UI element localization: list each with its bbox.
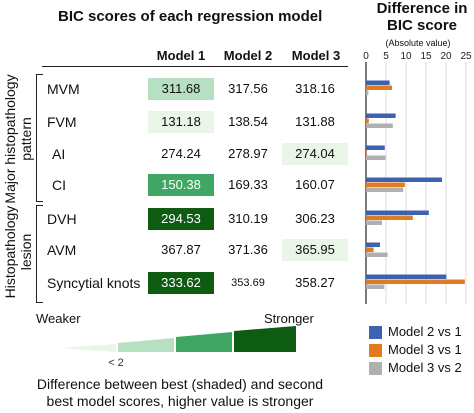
scale-bin-label-6to10: 6 ~ 10 <box>195 357 226 369</box>
bar-ci-series-1 <box>366 182 405 187</box>
group-label-lesion-line2: lesion <box>18 233 34 271</box>
group-bracket-lesion <box>36 205 43 303</box>
row-label: AVM <box>47 242 77 258</box>
scale-bin-6to10 <box>176 332 232 352</box>
group-label-lesion: Histopathology lesion <box>2 204 34 300</box>
x-tick-label: 15 <box>420 51 432 62</box>
strength-scale: < 2 2 ~ 6 6 ~ 10 > 10 <box>60 326 296 369</box>
best-score-cell: 274.04 <box>282 143 348 165</box>
x-tick-label: 10 <box>400 51 412 62</box>
score-cell: 169.33 <box>228 177 268 192</box>
group-label-lesion-line1: Histopathology <box>2 205 18 299</box>
score-cell: 353.69 <box>231 277 265 289</box>
scale-bin-2to6 <box>118 338 174 352</box>
group-bracket-pattern <box>36 74 43 202</box>
bic-difference-chart: 0 5 10 15 20 25 <box>363 51 472 304</box>
group-label-pattern-line1: Major histopathology <box>2 74 18 204</box>
row-label: FVM <box>47 114 77 130</box>
score-cell: 138.54 <box>228 114 268 129</box>
score-cell: 358.27 <box>295 275 335 290</box>
scale-caption-line2: best model scores, higher value is stron… <box>46 393 314 409</box>
score-cell: 274.24 <box>161 146 201 161</box>
best-score-cell: 294.53 <box>148 208 214 230</box>
chart-x-axis-label: (Absolute value) <box>385 38 451 48</box>
bar-ci-series-0 <box>366 177 442 182</box>
scale-bin-label-gt10: > 10 <box>256 357 278 369</box>
score-cell: 306.23 <box>295 211 335 226</box>
score-cell: 278.97 <box>228 146 268 161</box>
legend-swatch <box>369 326 382 339</box>
bar-avm-series-2 <box>366 252 388 257</box>
scale-bin-gt10 <box>234 326 296 352</box>
scale-bin-label-2to6: 2 ~ 6 <box>142 357 167 369</box>
col-header-model2: Model 2 <box>223 48 273 63</box>
row-label: AI <box>52 146 66 162</box>
score-cell: 317.56 <box>228 81 268 96</box>
col-header-model3: Model 3 <box>291 48 341 63</box>
score-cell: 371.36 <box>228 242 268 257</box>
score-cell: 318.16 <box>295 81 335 96</box>
scale-stronger-label: Stronger <box>264 311 314 326</box>
scale-caption: Difference between best (shaded) and sec… <box>10 376 350 410</box>
bar-mvm-series-2 <box>366 90 369 95</box>
legend-label: Model 3 vs 2 <box>388 360 462 375</box>
bar-ai-series-2 <box>366 155 386 160</box>
bar-fvm-series-2 <box>366 123 393 128</box>
bar-ai-series-1 <box>366 150 367 155</box>
bar-syncytial-knots-series-0 <box>366 274 447 279</box>
score-cell: 367.87 <box>161 242 201 257</box>
legend-swatch <box>369 362 382 375</box>
x-tick-label: 5 <box>383 51 389 62</box>
col-header-model1: Model 1 <box>156 48 206 63</box>
best-score-cell: 365.95 <box>282 239 348 261</box>
scale-caption-line1: Difference between best (shaded) and sec… <box>36 376 324 392</box>
x-tick-label: 20 <box>440 51 452 62</box>
row-label: Syncytial knots <box>47 275 141 291</box>
table-title: BIC scores of each regression model <box>58 8 323 25</box>
best-score-cell: 311.68 <box>148 78 214 100</box>
row-label: MVM <box>47 81 80 97</box>
bar-dvh-series-1 <box>366 215 413 220</box>
scale-bin-lt2 <box>60 344 116 352</box>
best-score-cell: 131.18 <box>148 111 214 133</box>
bar-fvm-series-0 <box>366 113 396 118</box>
bar-avm-series-1 <box>366 247 374 252</box>
bar-syncytial-knots-series-1 <box>366 279 465 284</box>
score-cell: 310.19 <box>228 211 268 226</box>
bar-mvm-series-0 <box>366 80 390 85</box>
best-score-cell: 333.62 <box>148 272 214 294</box>
legend-swatch <box>369 344 382 357</box>
bar-ci-series-2 <box>366 187 404 192</box>
row-label: DVH <box>47 211 77 227</box>
bar-avm-series-0 <box>366 242 380 247</box>
x-tick-label: 25 <box>460 51 472 62</box>
row-label: CI <box>52 177 66 193</box>
legend-label: Model 2 vs 1 <box>388 324 462 339</box>
bar-dvh-series-2 <box>366 220 382 225</box>
chart-title-line1: Difference in <box>376 0 468 17</box>
scale-weaker-label: Weaker <box>36 311 81 326</box>
scale-bin-label-lt2: < 2 <box>108 357 124 369</box>
header-rule <box>42 66 348 67</box>
bar-mvm-series-1 <box>366 85 392 90</box>
best-score-cell: 150.38 <box>148 174 214 196</box>
legend-label: Model 3 vs 1 <box>388 342 462 357</box>
bar-ai-series-0 <box>366 145 385 150</box>
chart-title: Difference in BIC score <box>370 0 474 34</box>
group-label-pattern: Major histopathology pattern <box>2 70 34 208</box>
bar-dvh-series-0 <box>366 210 429 215</box>
bar-syncytial-knots-series-2 <box>366 284 385 289</box>
group-label-pattern-line2: pattern <box>18 117 34 161</box>
bar-fvm-series-1 <box>366 118 369 123</box>
chart-title-line2: BIC score <box>386 17 458 34</box>
score-cell: 131.88 <box>295 114 335 129</box>
x-tick-label: 0 <box>363 51 369 62</box>
score-cell: 160.07 <box>295 177 335 192</box>
